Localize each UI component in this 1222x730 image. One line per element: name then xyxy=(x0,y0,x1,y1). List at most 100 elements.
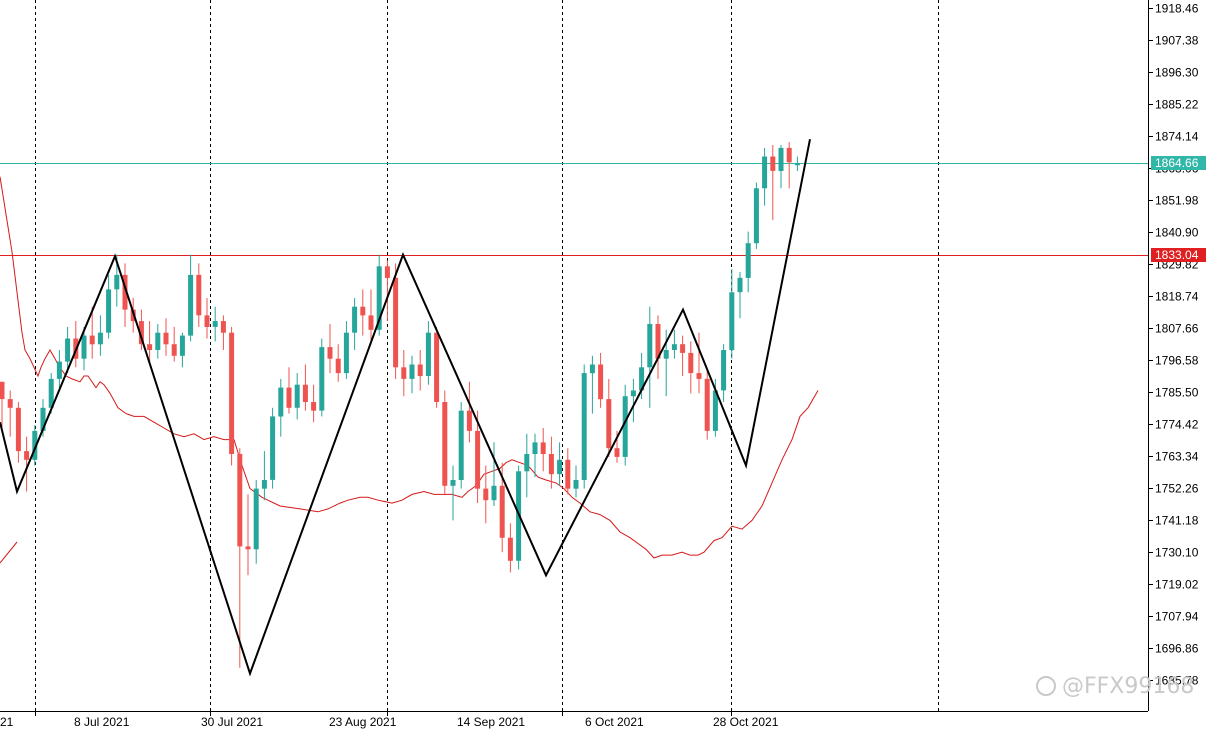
candle-body xyxy=(762,156,768,189)
candle-body xyxy=(384,266,390,278)
candle-body xyxy=(524,454,530,472)
candle-body xyxy=(507,537,513,561)
weibo-icon xyxy=(1036,676,1056,696)
x-tick-label: 23 Aug 2021 xyxy=(329,715,397,729)
candle-body xyxy=(81,335,87,359)
candle-body xyxy=(212,321,218,327)
candle xyxy=(737,272,743,319)
candle-body xyxy=(622,396,628,457)
candle xyxy=(294,373,300,420)
candle-body xyxy=(680,344,686,353)
x-tick-label: 21 xyxy=(0,715,14,729)
price-label-box xyxy=(1151,156,1206,170)
candle-body xyxy=(721,350,727,391)
candle-body xyxy=(237,454,243,547)
candle-body xyxy=(442,402,448,486)
candle-body xyxy=(663,350,669,359)
candle-body xyxy=(196,274,202,316)
candle-body xyxy=(335,358,341,374)
horizontal-price-lines xyxy=(0,163,1148,256)
candle xyxy=(548,436,554,489)
watermark: @FFX99168 xyxy=(1036,674,1194,699)
candle-body xyxy=(450,480,456,486)
candle xyxy=(483,465,489,524)
x-tick-label: 28 Oct 2021 xyxy=(713,715,779,729)
candle xyxy=(32,425,38,466)
candle-body xyxy=(138,321,144,345)
candle xyxy=(24,436,30,492)
candle-body xyxy=(688,352,694,374)
y-tick-label: 1741.18 xyxy=(1155,514,1199,528)
y-tick-label: 1685.78 xyxy=(1155,674,1199,688)
candle xyxy=(81,326,87,371)
candle-body xyxy=(7,399,13,408)
candle xyxy=(56,350,62,388)
candle xyxy=(163,318,169,356)
candle-body xyxy=(106,289,112,333)
candle xyxy=(368,289,374,342)
candle xyxy=(434,326,440,408)
candle xyxy=(745,231,751,293)
candle-body xyxy=(311,402,317,411)
candle xyxy=(696,332,702,394)
y-tick-label: 1918.46 xyxy=(1155,2,1199,16)
y-tick-label: 1907.38 xyxy=(1155,34,1199,48)
candle-body xyxy=(40,407,46,431)
y-tick-label: 1752.26 xyxy=(1155,482,1199,496)
candle-body xyxy=(155,332,161,350)
moving-average-line-prior xyxy=(0,541,18,564)
y-tick-label: 1730.10 xyxy=(1155,546,1199,560)
vertical-grid-lines xyxy=(35,0,939,711)
candle-body xyxy=(401,367,407,379)
candle xyxy=(278,378,284,437)
candle-body xyxy=(434,332,440,402)
candle xyxy=(409,355,415,394)
candle-body xyxy=(114,274,120,290)
candle xyxy=(327,324,333,374)
y-tick-label: 1774.42 xyxy=(1155,418,1199,432)
y-tick-label: 1719.02 xyxy=(1155,578,1199,592)
candle xyxy=(557,442,563,486)
candle xyxy=(335,344,341,382)
candle-body xyxy=(261,480,267,489)
candle-body xyxy=(360,306,366,316)
candle-body xyxy=(753,188,759,244)
x-tick-label: 14 Sep 2021 xyxy=(457,715,525,729)
candle-body xyxy=(639,367,645,391)
candle xyxy=(622,384,628,466)
candle-body xyxy=(15,407,21,452)
candle xyxy=(671,329,677,359)
candle-body xyxy=(499,485,505,538)
candle xyxy=(606,378,612,457)
candle-body xyxy=(491,485,497,501)
candle xyxy=(688,341,694,394)
candle-body xyxy=(278,387,284,417)
candle-body xyxy=(327,347,333,359)
y-tick-label: 1840.90 xyxy=(1155,226,1199,240)
candle-body xyxy=(770,156,776,171)
candle-body xyxy=(32,430,38,460)
candle xyxy=(507,523,513,573)
candle-body xyxy=(204,315,210,327)
candle xyxy=(212,306,218,342)
candle-body xyxy=(319,347,325,411)
candle-body xyxy=(122,274,128,310)
candle xyxy=(475,410,481,504)
candle-body xyxy=(302,384,308,402)
candle-body xyxy=(97,332,103,345)
candle-body xyxy=(425,332,431,376)
candle xyxy=(532,433,538,478)
candle xyxy=(466,381,472,443)
zigzag-line xyxy=(0,139,811,677)
candle-body xyxy=(647,324,653,368)
y-tick-label: 1885.22 xyxy=(1155,98,1199,112)
candle xyxy=(106,274,112,339)
candle-body xyxy=(696,373,702,379)
candle-body xyxy=(475,430,481,489)
candle xyxy=(581,364,587,489)
candle-body xyxy=(532,442,538,454)
y-tick-label: 1707.94 xyxy=(1155,610,1199,624)
candle xyxy=(229,326,235,466)
candle-body xyxy=(188,274,194,336)
candle-body xyxy=(548,454,554,475)
